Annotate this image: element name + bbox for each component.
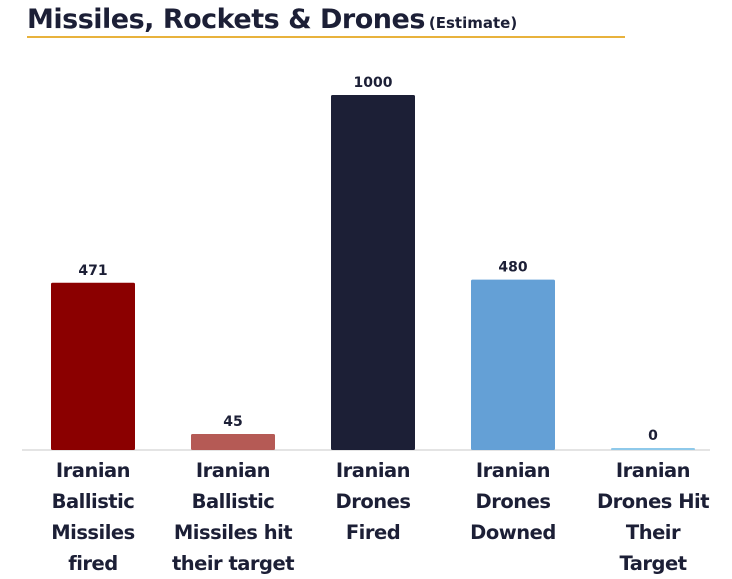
bar-value-label-1: 471 xyxy=(78,263,107,279)
bar-2 xyxy=(191,434,275,450)
chart-title: Missiles, Rockets & Drones (Estimate) xyxy=(27,4,517,35)
bar-value-label-4: 480 xyxy=(498,260,527,276)
category-label-5: Iranian Drones Hit Their Target xyxy=(596,459,710,575)
bar-value-label-2: 45 xyxy=(223,414,242,430)
chart-title-subtitle: (Estimate) xyxy=(428,14,518,32)
category-label-2: Iranian Ballistic Missiles hit their tar… xyxy=(171,459,295,575)
title-underline xyxy=(27,36,625,38)
bar-value-label-3: 1000 xyxy=(354,75,393,91)
category-label-4: Iranian Drones Downed xyxy=(470,459,556,544)
bar-value-label-5: 0 xyxy=(648,428,658,444)
bar-4 xyxy=(471,279,555,450)
bar-1 xyxy=(51,282,135,450)
category-label-1: Iranian Ballistic Missiles fired xyxy=(51,459,135,575)
bar-3 xyxy=(331,95,415,450)
category-label-3: Iranian Drones Fired xyxy=(335,459,411,544)
chart-title-main: Missiles, Rockets & Drones xyxy=(27,4,425,35)
bar-5 xyxy=(611,448,695,450)
